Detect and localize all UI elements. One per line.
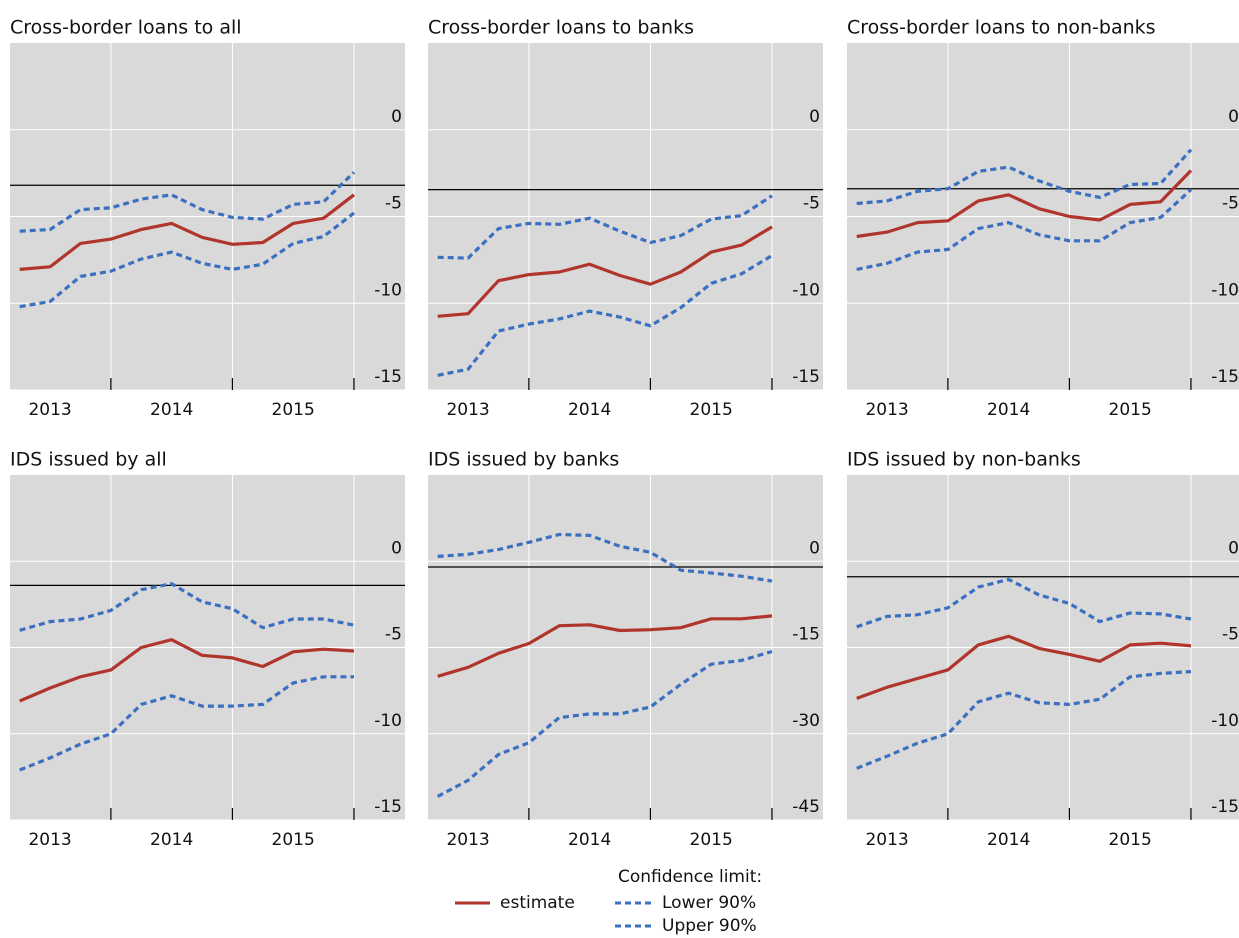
panel: IDS issued by non-banks -15 -10 -5 0 2013 2014… [847, 449, 1239, 850]
series-line [437, 194, 773, 260]
y-tick-label: -10 [792, 280, 820, 300]
y-tick-label: -5 [1222, 194, 1239, 214]
series-line [436, 649, 773, 798]
y-tick-label: -30 [792, 711, 820, 731]
panel: IDS issued by banks -45 -30 -15 0 2013 2014 201… [428, 449, 823, 850]
y-tick-label: -10 [1211, 280, 1239, 300]
x-tick-label: 2013 [28, 400, 71, 420]
series-line [856, 670, 1192, 770]
x-tick-label: 2014 [568, 400, 611, 420]
panel-title: Cross-border loans to all [10, 17, 242, 39]
series-line [856, 148, 1193, 206]
y-tick-label: 0 [391, 538, 402, 558]
y-tick-label: -15 [1211, 367, 1239, 387]
x-tick-label: 2013 [865, 830, 908, 850]
x-tick-label: 2013 [446, 400, 489, 420]
x-tick-label: 2015 [272, 400, 315, 420]
series-line [437, 532, 773, 583]
y-tick-label: -5 [385, 625, 402, 645]
x-tick-label: 2014 [150, 830, 193, 850]
series-line [19, 638, 355, 703]
panel-title: Cross-border loans to non-banks [847, 17, 1156, 39]
x-tick-label: 2015 [1109, 830, 1152, 850]
panel-title: IDS issued by non-banks [847, 449, 1081, 471]
legend: estimate Confidence limit: Lower 90% Upp… [455, 867, 762, 936]
legend-label: Upper 90% [662, 916, 757, 936]
x-tick-label: 2014 [987, 400, 1030, 420]
y-tick-label: 0 [1228, 538, 1239, 558]
x-tick-label: 2014 [150, 400, 193, 420]
y-tick-label: -15 [1211, 797, 1239, 817]
y-tick-label: 0 [1228, 107, 1239, 127]
x-tick-label: 2014 [568, 830, 611, 850]
x-tick-label: 2013 [446, 830, 489, 850]
x-tick-label: 2014 [987, 830, 1030, 850]
panel: Cross-border loans to banks -15 -10 -5 0 2013… [428, 17, 823, 420]
y-tick-label: -10 [1211, 711, 1239, 731]
y-tick-label: 0 [391, 107, 402, 127]
panel-title: IDS issued by all [10, 449, 167, 471]
x-tick-label: 2013 [865, 400, 908, 420]
y-tick-label: -45 [792, 797, 820, 817]
series-line [437, 614, 773, 678]
legend-label: estimate [500, 893, 575, 913]
y-tick-label: -10 [374, 711, 402, 731]
series-line [856, 169, 1193, 239]
series-line [19, 675, 354, 772]
x-tick-label: 2015 [272, 830, 315, 850]
legend-label: Lower 90% [662, 893, 756, 913]
legend-title: Confidence limit: [618, 867, 762, 887]
y-tick-label: -15 [374, 367, 402, 387]
series-line [19, 171, 356, 233]
x-tick-label: 2013 [28, 830, 71, 850]
y-tick-label: -15 [792, 625, 820, 645]
x-tick-label: 2015 [690, 830, 733, 850]
series-line [437, 225, 773, 318]
y-tick-label: -5 [803, 194, 820, 214]
y-tick-label: -10 [374, 280, 402, 300]
y-tick-label: 0 [809, 107, 820, 127]
series-line [19, 211, 355, 309]
series-line [19, 582, 355, 632]
x-tick-label: 2015 [1109, 400, 1152, 420]
panel: IDS issued by all -15 -10 -5 0 2013 2014 2015 [10, 449, 405, 850]
y-tick-label: -15 [792, 367, 820, 387]
panel: Cross-border loans to non-banks -15 -10 -5 0… [847, 17, 1239, 420]
panel-title: IDS issued by banks [428, 449, 619, 471]
y-tick-label: -15 [374, 797, 402, 817]
panel: Cross-border loans to all -15 -10 -5 0 2013 20… [10, 17, 405, 420]
y-tick-label: -5 [1222, 625, 1239, 645]
series-line [856, 634, 1192, 700]
series-line [437, 254, 773, 377]
y-tick-label: 0 [809, 538, 820, 558]
y-tick-label: -5 [385, 194, 402, 214]
x-tick-label: 2015 [690, 400, 733, 420]
series-line [19, 193, 355, 271]
panel-title: Cross-border loans to banks [428, 17, 694, 39]
